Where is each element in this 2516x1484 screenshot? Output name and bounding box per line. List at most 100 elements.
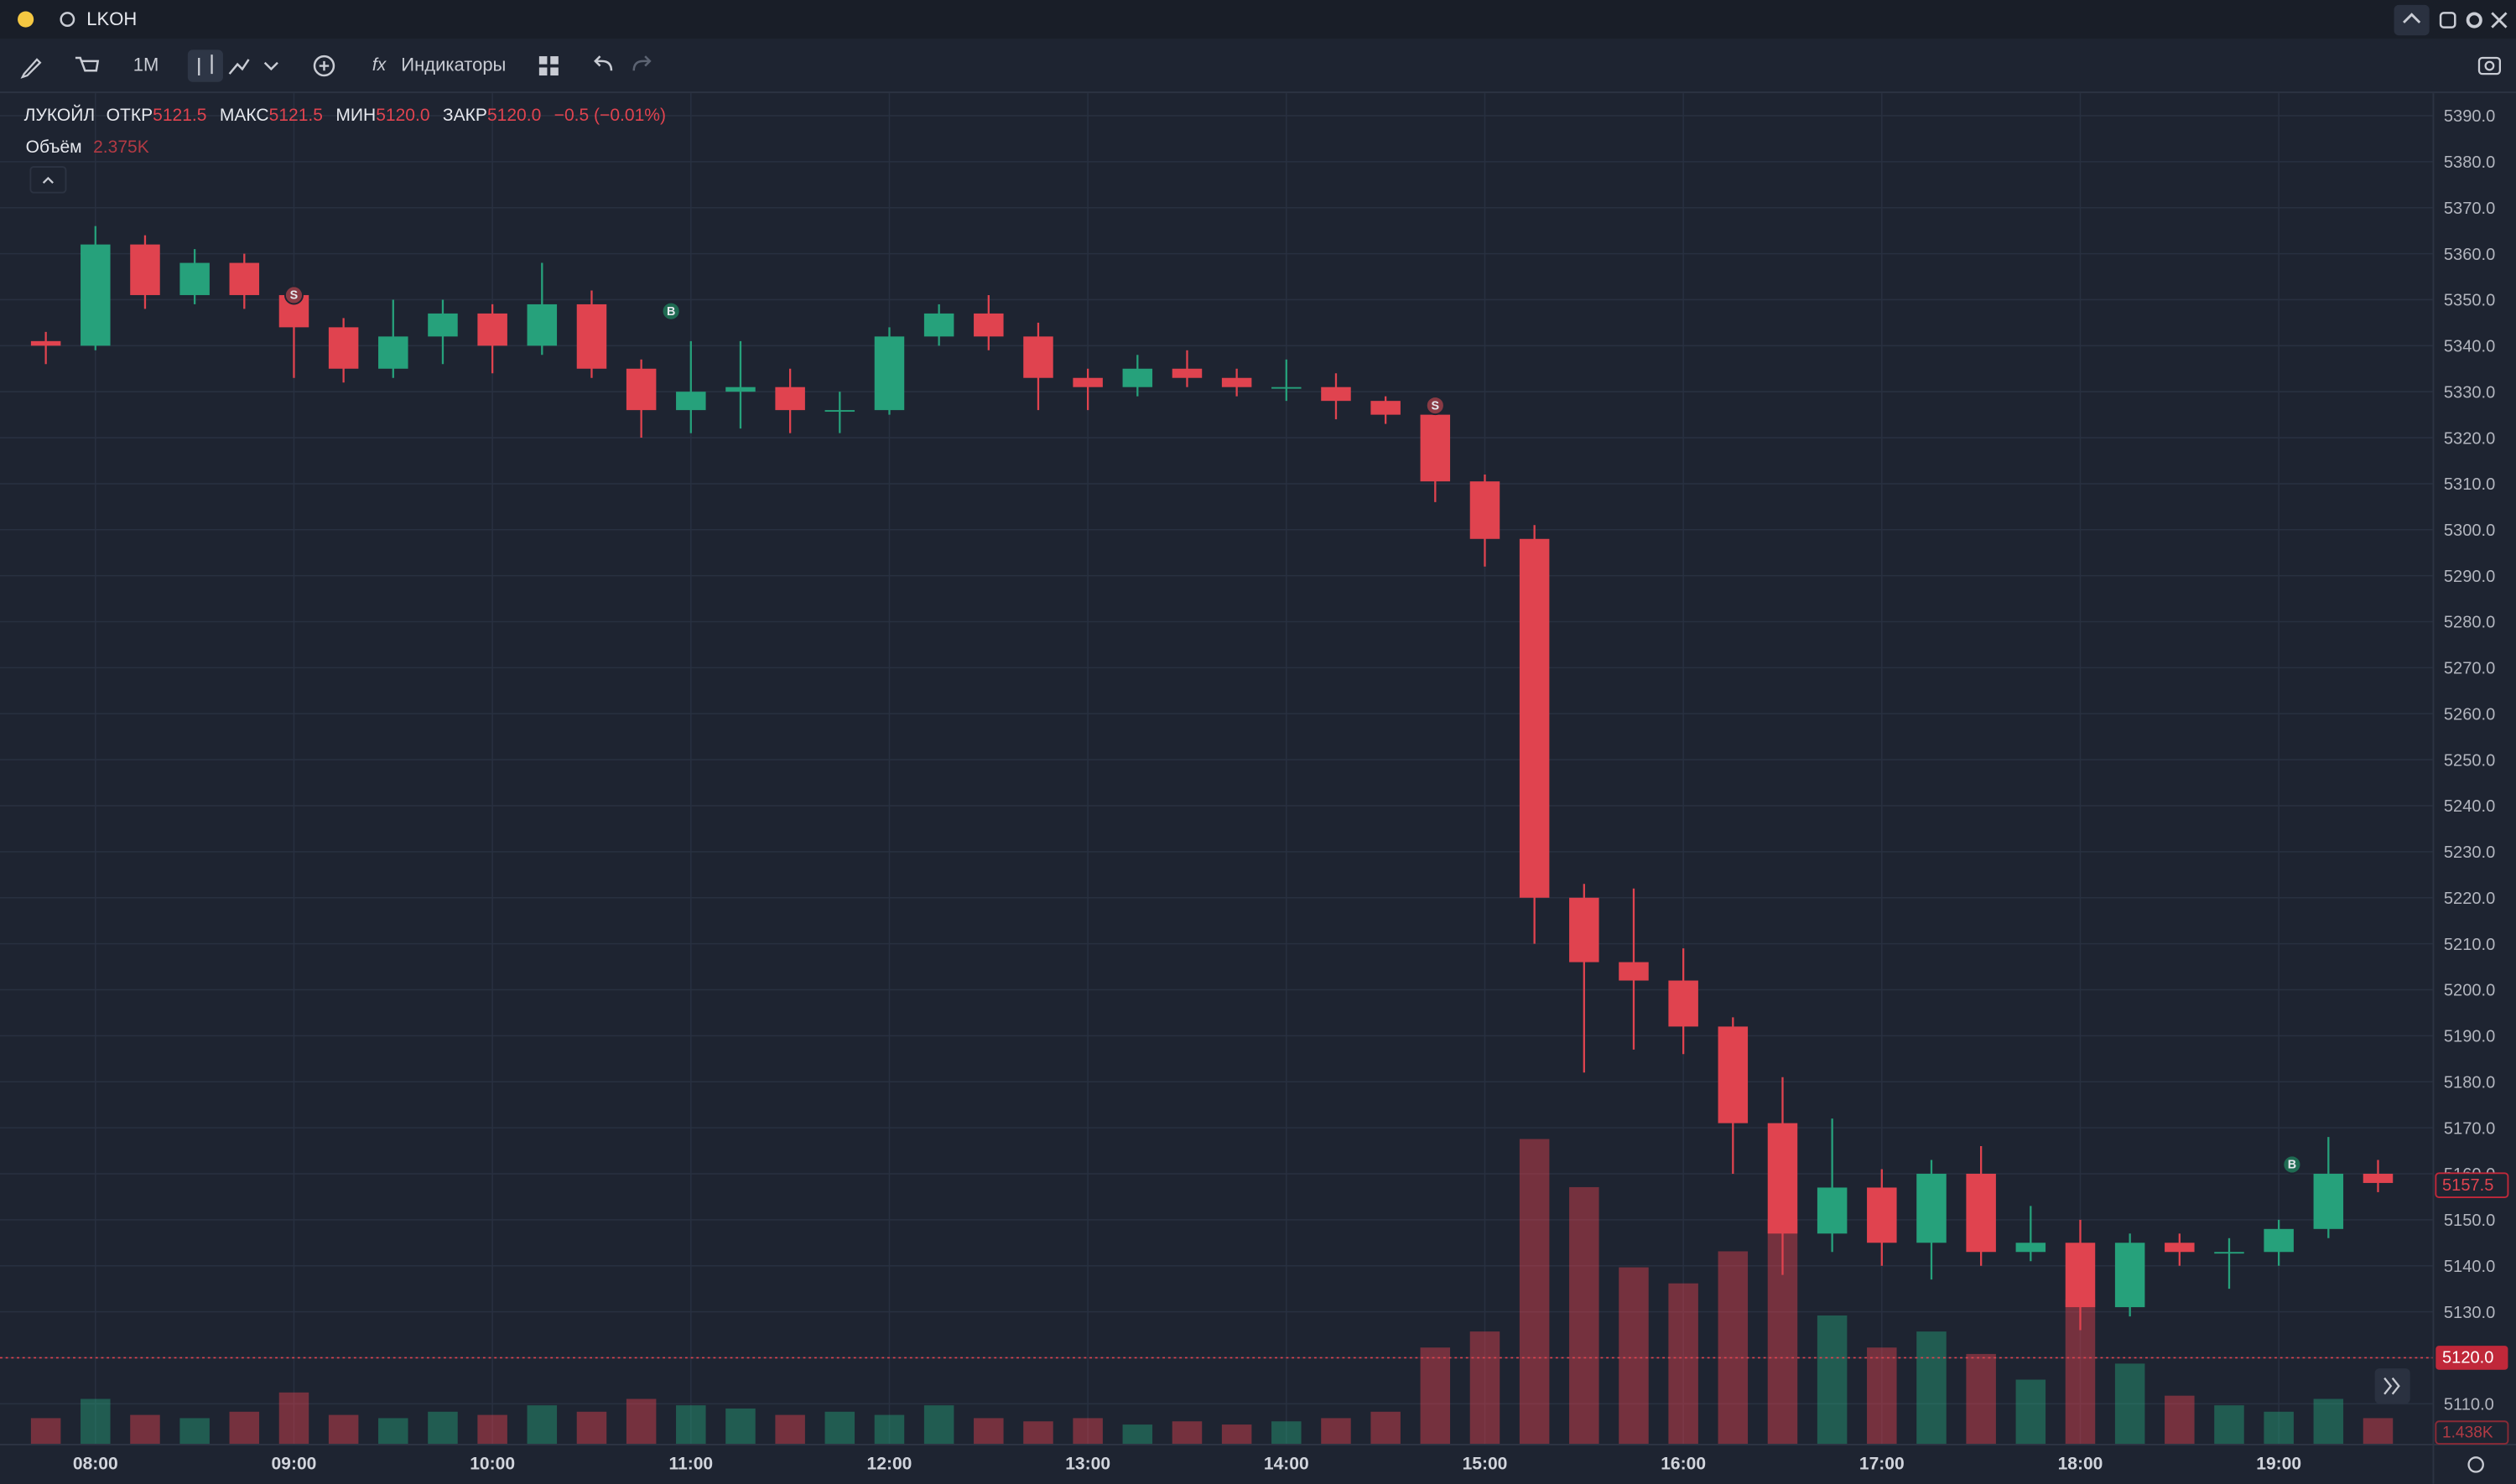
y-tick-label: 5370.0 — [2444, 200, 2495, 218]
volume-bar — [1172, 1421, 1203, 1445]
cart-button[interactable] — [75, 56, 100, 72]
volume-bar — [1073, 1418, 1103, 1445]
layout-cell — [538, 67, 548, 76]
candle-body — [1172, 368, 1203, 378]
candle-body — [1767, 1123, 1798, 1234]
interval-button[interactable]: 1M — [133, 54, 159, 75]
volume-marker-box — [2435, 1420, 2509, 1445]
volume-bar — [1817, 1315, 1848, 1445]
volume-bar — [130, 1414, 160, 1445]
axis-settings-button[interactable] — [2467, 1456, 2484, 1473]
snapshot-button[interactable] — [2477, 56, 2502, 75]
last-price-label: 5157.5 — [2442, 1176, 2493, 1195]
volume-bar — [2264, 1411, 2294, 1445]
x-tick-label: 15:00 — [1463, 1454, 1508, 1473]
candle-body — [626, 368, 657, 411]
candle-body — [676, 392, 706, 411]
x-tick-label: 10:00 — [470, 1454, 515, 1473]
candle-body — [1718, 1026, 1749, 1123]
add-icon — [319, 60, 330, 71]
candle-body — [824, 410, 855, 413]
indicators-icon: fx — [372, 55, 387, 75]
legend-close: 5120.0 — [487, 105, 541, 124]
volume-bar — [1569, 1186, 1599, 1445]
candle-body — [2065, 1243, 2096, 1308]
volume-bar — [527, 1405, 558, 1445]
candle-body — [923, 313, 954, 337]
candle-body — [2114, 1243, 2145, 1308]
draw-tool[interactable] — [20, 58, 42, 79]
legend-low-label: МИН — [335, 105, 376, 124]
candle-body — [2165, 1243, 2195, 1253]
legend-collapse[interactable] — [29, 166, 67, 194]
volume-bar — [626, 1398, 657, 1445]
volume-bar — [1619, 1267, 1649, 1445]
x-tick-label: 11:00 — [668, 1454, 713, 1473]
undo-button[interactable] — [594, 55, 613, 71]
volume-bar — [1370, 1411, 1401, 1445]
scroll-right-icon — [2383, 1377, 2400, 1395]
legend-collapse-icon — [42, 176, 54, 184]
title-bar — [0, 0, 2516, 39]
tool-bar — [0, 39, 2516, 94]
ticker[interactable]: LKOH — [86, 8, 137, 29]
candle-body — [1073, 377, 1103, 387]
y-tick-label: 5360.0 — [2444, 246, 2495, 264]
redo-button[interactable] — [632, 55, 652, 71]
legend-volume-label: Объём — [26, 138, 82, 157]
y-tick-label: 5200.0 — [2444, 982, 2495, 1000]
area-button[interactable] — [228, 59, 250, 75]
y-tick-label: 5330.0 — [2444, 383, 2495, 402]
candle-body — [1916, 1173, 1947, 1243]
chart-type-dropdown[interactable] — [263, 61, 278, 71]
candle-body — [1569, 897, 1599, 963]
volume-bar — [179, 1418, 210, 1445]
legend-open-label: ОТКР — [107, 105, 153, 124]
volume-bar — [1916, 1331, 1947, 1445]
volume-bar — [874, 1414, 905, 1445]
volume-bar — [1221, 1424, 1252, 1445]
y-tick-label: 5110.0 — [2444, 1396, 2494, 1414]
ohlc-legend: ЛУКОЙЛ ОТКР5121.5 МАКС5121.5 МИН5120.0 З… — [24, 104, 666, 124]
scroll-right-button[interactable] — [2374, 1368, 2410, 1404]
indicators-button[interactable]: Индикаторы — [401, 54, 506, 75]
y-tick-label: 5290.0 — [2444, 568, 2495, 586]
window-button[interactable] — [2439, 12, 2456, 29]
layout-button[interactable] — [538, 56, 559, 76]
candle-body — [1122, 368, 1153, 387]
settings-button[interactable] — [2466, 12, 2482, 29]
candle-body — [130, 244, 160, 295]
add-button[interactable] — [313, 54, 335, 77]
legend-symbol: ЛУКОЙЛ — [24, 104, 95, 124]
x-tick-label: 14:00 — [1264, 1454, 1309, 1473]
collapse-button[interactable] — [2394, 4, 2430, 36]
candle-body — [1370, 401, 1401, 415]
volume-bar — [1469, 1331, 1500, 1445]
volume-bar — [2015, 1379, 2046, 1445]
volume-bar — [1023, 1421, 1053, 1445]
candles-button[interactable] — [187, 49, 223, 82]
volume-bar — [974, 1418, 1004, 1445]
legend-high-label: МАКС — [220, 105, 269, 124]
candle-body — [1817, 1187, 1848, 1234]
candle-body — [2313, 1173, 2344, 1229]
volume-layer — [30, 1139, 2394, 1445]
legend-change: −0.5 (−0.01%) — [554, 105, 666, 124]
candle-body — [576, 304, 607, 369]
legend-close-label: ЗАКР — [443, 105, 487, 124]
volume-bar — [229, 1411, 260, 1445]
candle-body — [974, 313, 1004, 337]
close-button[interactable] — [2491, 12, 2508, 29]
candle-body — [775, 387, 805, 411]
y-tick-label: 5150.0 — [2444, 1212, 2495, 1230]
legend-volume: 2.375K — [93, 138, 149, 157]
candle-body — [1321, 387, 1351, 402]
price-line-label: 5120.0 — [2442, 1349, 2493, 1367]
y-tick-label: 5230.0 — [2444, 843, 2495, 862]
candle-body — [1668, 980, 1698, 1027]
search-icon[interactable] — [60, 12, 75, 27]
window-dot[interactable] — [18, 11, 34, 28]
volume-bar — [81, 1398, 111, 1445]
y-tick-label: 5190.0 — [2444, 1028, 2495, 1046]
